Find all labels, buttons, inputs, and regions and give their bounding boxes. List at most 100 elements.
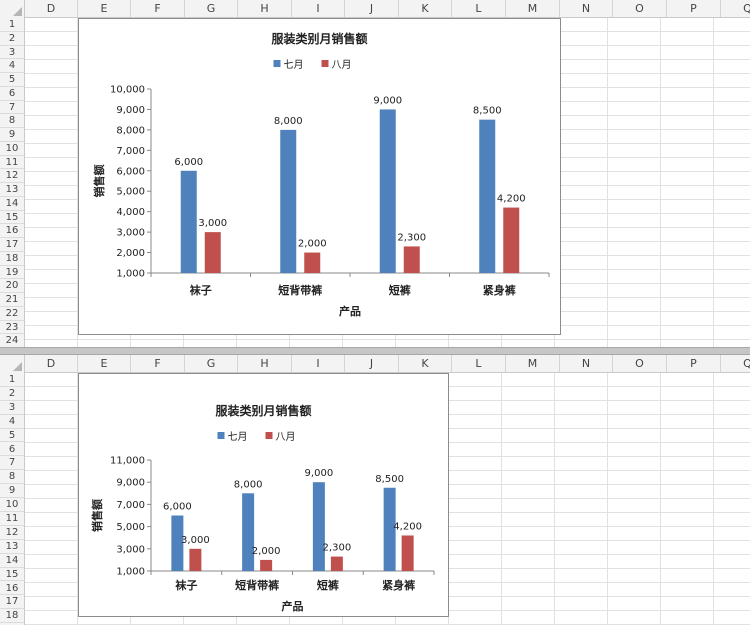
column-header-g[interactable]: G bbox=[185, 355, 238, 372]
category-label: 袜子 bbox=[189, 283, 212, 297]
column-header-f[interactable]: F bbox=[131, 0, 185, 17]
row-header-8[interactable]: 8 bbox=[0, 470, 24, 485]
y-tick-label: 7,000 bbox=[116, 146, 145, 157]
category-label: 袜子 bbox=[174, 578, 197, 592]
data-label: 6,000 bbox=[163, 502, 192, 513]
row-header-22[interactable]: 22 bbox=[0, 307, 24, 321]
x-axis-title: 产品 bbox=[282, 599, 304, 613]
select-all-corner[interactable] bbox=[0, 355, 25, 373]
row-header-3[interactable]: 3 bbox=[0, 401, 24, 415]
row-header-15[interactable]: 15 bbox=[0, 211, 24, 225]
row-header-17[interactable]: 17 bbox=[0, 238, 24, 252]
y-tick-label: 11,000 bbox=[110, 456, 145, 467]
row-header-10[interactable]: 10 bbox=[0, 498, 24, 512]
row-header-14[interactable]: 14 bbox=[0, 554, 24, 568]
row-header-11[interactable]: 11 bbox=[0, 156, 24, 170]
row-header-2[interactable]: 2 bbox=[0, 32, 24, 46]
row-header-7[interactable]: 7 bbox=[0, 456, 24, 471]
row-header-6[interactable]: 6 bbox=[0, 87, 24, 101]
row-header-15[interactable]: 15 bbox=[0, 568, 24, 582]
column-header-d[interactable]: D bbox=[25, 0, 78, 17]
sales-chart-2[interactable]: 服装类别月销售额 七月 八月 1,000 3,000 5,000 7,000 9,000 11,… bbox=[78, 373, 449, 617]
row-header-18[interactable]: 18 bbox=[0, 252, 24, 266]
row-header-19[interactable]: 19 bbox=[0, 266, 24, 280]
column-header-p[interactable]: P bbox=[667, 355, 721, 372]
column-header-o[interactable]: O bbox=[613, 355, 667, 372]
column-header-o[interactable]: O bbox=[613, 0, 667, 17]
row-header-8[interactable]: 8 bbox=[0, 114, 24, 128]
row-header-1[interactable]: 1 bbox=[0, 18, 24, 32]
column-header-e[interactable]: E bbox=[78, 0, 131, 17]
select-all-corner[interactable] bbox=[0, 0, 25, 18]
column-header-h[interactable]: H bbox=[238, 0, 292, 17]
bar-august bbox=[304, 252, 321, 273]
column-header-q[interactable]: Q bbox=[721, 355, 750, 372]
column-header-e[interactable]: E bbox=[78, 355, 131, 372]
row-header-13[interactable]: 13 bbox=[0, 540, 24, 554]
category-label: 短背带裤 bbox=[278, 283, 322, 297]
column-header-k[interactable]: K bbox=[399, 355, 452, 372]
row-header-12[interactable]: 12 bbox=[0, 169, 24, 183]
column-header-j[interactable]: J bbox=[345, 355, 399, 372]
row-header-4[interactable]: 4 bbox=[0, 415, 24, 429]
row-header-11[interactable]: 11 bbox=[0, 512, 24, 526]
bar-august bbox=[403, 246, 420, 273]
row-header-17[interactable]: 17 bbox=[0, 595, 24, 610]
bar-august bbox=[401, 535, 414, 571]
column-header-l[interactable]: L bbox=[452, 355, 506, 372]
row-header-2[interactable]: 2 bbox=[0, 387, 24, 401]
chart-title: 服装类别月销售额 bbox=[215, 403, 311, 418]
row-header-6[interactable]: 6 bbox=[0, 443, 24, 457]
row-header-12[interactable]: 12 bbox=[0, 526, 24, 540]
row-header-1[interactable]: 1 bbox=[0, 373, 24, 387]
row-header-24[interactable]: 24 bbox=[0, 334, 24, 347]
y-tick-label: 9,000 bbox=[116, 478, 145, 489]
column-header-n[interactable]: N bbox=[560, 0, 613, 17]
row-header-7[interactable]: 7 bbox=[0, 101, 24, 115]
row-header-23[interactable]: 23 bbox=[0, 321, 24, 335]
column-header-p[interactable]: P bbox=[667, 0, 721, 17]
row-header-13[interactable]: 13 bbox=[0, 183, 24, 197]
sales-chart-1[interactable]: 服装类别月销售额 七月 八月 1,000 2,000 3,000 4,000 5,000 6,0… bbox=[78, 18, 561, 335]
row-header-9[interactable]: 9 bbox=[0, 484, 24, 499]
row-header-5[interactable]: 5 bbox=[0, 429, 24, 443]
row-header-21[interactable]: 21 bbox=[0, 293, 24, 307]
column-header-j[interactable]: J bbox=[345, 0, 399, 17]
column-header-i[interactable]: I bbox=[292, 355, 345, 372]
row-header-3[interactable]: 3 bbox=[0, 46, 24, 60]
data-label: 3,000 bbox=[181, 535, 210, 546]
column-header-l[interactable]: L bbox=[452, 0, 506, 17]
data-label: 8,500 bbox=[473, 106, 502, 117]
column-header-m[interactable]: M bbox=[506, 0, 560, 17]
legend-label: 七月 bbox=[284, 59, 304, 71]
column-header-f[interactable]: F bbox=[131, 355, 185, 372]
y-tick-label: 2,000 bbox=[116, 248, 145, 259]
pane-splitter[interactable] bbox=[0, 347, 750, 355]
row-header-20[interactable]: 20 bbox=[0, 279, 24, 293]
column-header-g[interactable]: G bbox=[185, 0, 238, 17]
column-header-n[interactable]: N bbox=[560, 355, 613, 372]
data-label: 8,000 bbox=[234, 479, 263, 490]
column-header-i[interactable]: I bbox=[292, 0, 345, 17]
row-header-4[interactable]: 4 bbox=[0, 59, 24, 73]
column-header-h[interactable]: H bbox=[238, 355, 292, 372]
row-header-14[interactable]: 14 bbox=[0, 197, 24, 211]
row-header-18[interactable]: 18 bbox=[0, 609, 24, 624]
column-header-q[interactable]: Q bbox=[721, 0, 750, 17]
row-header-10[interactable]: 10 bbox=[0, 142, 24, 156]
y-tick-label: 6,000 bbox=[116, 166, 145, 177]
column-header-m[interactable]: M bbox=[506, 355, 560, 372]
data-label: 9,000 bbox=[373, 95, 402, 106]
row-header-bar: 1 2 3 4 5 6 7 8 9 10 11 12 13 14 15 16 17 18 19 20 21 22 23 24 bbox=[0, 18, 25, 347]
row-header-16[interactable]: 16 bbox=[0, 582, 24, 596]
chart-title: 服装类别月销售额 bbox=[271, 31, 367, 46]
row-header-9[interactable]: 9 bbox=[0, 128, 24, 142]
row-header-5[interactable]: 5 bbox=[0, 73, 24, 87]
legend-swatch bbox=[217, 432, 225, 439]
column-header-d[interactable]: D bbox=[25, 355, 78, 372]
row-header-16[interactable]: 16 bbox=[0, 224, 24, 238]
bar-july bbox=[383, 487, 396, 571]
column-header-k[interactable]: K bbox=[399, 0, 452, 17]
